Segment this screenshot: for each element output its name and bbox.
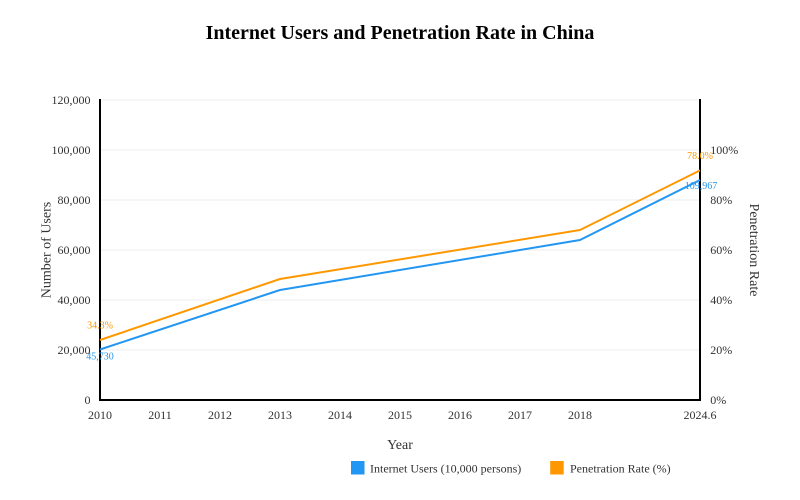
- svg-text:100%: 100%: [710, 143, 738, 157]
- svg-text:80,000: 80,000: [58, 193, 91, 207]
- svg-text:2014: 2014: [328, 408, 352, 422]
- svg-text:100,000: 100,000: [52, 143, 91, 157]
- svg-text:0%: 0%: [710, 393, 726, 407]
- svg-text:Internet Users and Penetration: Internet Users and Penetration Rate in C…: [206, 22, 595, 44]
- svg-text:Penetration Rate (%): Penetration Rate (%): [570, 461, 671, 475]
- svg-text:45,730: 45,730: [86, 351, 114, 362]
- svg-text:2015: 2015: [388, 408, 412, 422]
- svg-text:2017: 2017: [508, 408, 532, 422]
- svg-text:2016: 2016: [448, 408, 472, 422]
- svg-text:2024.6: 2024.6: [684, 408, 717, 422]
- svg-text:Number of Users: Number of Users: [40, 202, 55, 298]
- svg-text:40%: 40%: [710, 293, 732, 307]
- svg-text:2018: 2018: [568, 408, 592, 422]
- svg-text:78.0%: 78.0%: [687, 151, 713, 162]
- svg-text:20%: 20%: [710, 343, 732, 357]
- svg-text:Penetration Rate: Penetration Rate: [746, 204, 761, 297]
- svg-text:0: 0: [85, 393, 91, 407]
- svg-text:34.3%: 34.3%: [87, 321, 113, 332]
- svg-text:109,967: 109,967: [685, 181, 718, 192]
- svg-text:2013: 2013: [268, 408, 292, 422]
- svg-text:80%: 80%: [710, 193, 732, 207]
- svg-text:60,000: 60,000: [58, 243, 91, 257]
- svg-text:20,000: 20,000: [58, 343, 91, 357]
- svg-text:Internet Users (10,000 persons: Internet Users (10,000 persons): [370, 461, 521, 475]
- svg-text:60%: 60%: [710, 243, 732, 257]
- svg-text:Year: Year: [387, 438, 413, 453]
- svg-text:2012: 2012: [208, 408, 232, 422]
- svg-text:2010: 2010: [88, 408, 112, 422]
- svg-text:2011: 2011: [148, 408, 172, 422]
- svg-text:40,000: 40,000: [58, 293, 91, 307]
- svg-text:120,000: 120,000: [52, 93, 91, 107]
